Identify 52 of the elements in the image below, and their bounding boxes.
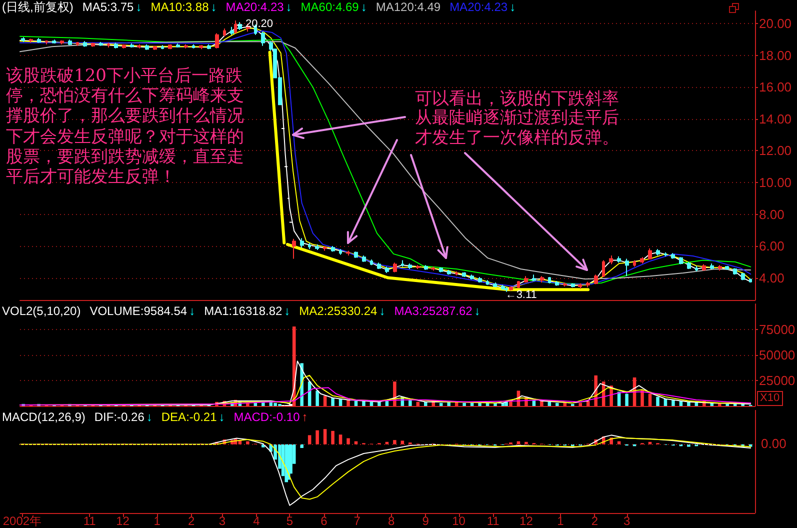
x-tick-label: 4	[253, 514, 260, 528]
y-tick-label: 20.00	[759, 16, 792, 32]
y-tick-label: 12.00	[759, 143, 792, 158]
text: MA120:4.49	[376, 0, 441, 14]
x-tick-label: 11	[83, 514, 96, 528]
x-tick-label: 3	[218, 514, 226, 528]
series-label: DEA:-0.21↓	[161, 410, 225, 424]
series-label: DIF:-0.26↓	[94, 410, 152, 424]
y-tick-label: 16.00	[759, 80, 792, 95]
x-tick-label: 12	[116, 514, 130, 528]
text: MA5:3.75↓	[82, 0, 142, 14]
chart-title: MACD(12,26,9)	[2, 410, 86, 424]
text: MA60:4.69↓	[300, 0, 367, 14]
annotation: 0.00	[761, 436, 786, 452]
annotation: VOLUME:9584.54↓	[90, 304, 196, 318]
x-tick-label: 7	[354, 514, 361, 528]
y-tick-label: 14.00	[759, 111, 792, 126]
x-tick-label: 12	[520, 514, 534, 528]
y-tick-label: 10.00	[759, 174, 792, 190]
x-tick-label: 6	[320, 514, 328, 528]
annotation: 可以看出，该股的下跌斜率从最陡峭逐渐过渡到走平后才发生了一次像样的反弹。	[415, 89, 620, 148]
text: MA2:25330.24↓	[299, 304, 386, 318]
x-tick-label: 1	[557, 514, 564, 528]
text: MACD:-0.10↑	[234, 410, 308, 424]
y-tick-label: 75000	[759, 322, 796, 337]
y-tick-label: 4.00	[759, 270, 784, 286]
text: MA1:16318.82↓	[204, 304, 290, 318]
x-tick-label: 3	[623, 514, 630, 528]
y-tick-label: 8.00	[759, 206, 784, 222]
text: MA3:25287.62↓	[394, 304, 480, 318]
x-tick-label: 2002年	[2, 514, 42, 528]
legend-label: MA20:4.23↓	[226, 0, 292, 14]
x-tick-label: 1	[154, 514, 161, 528]
annotation: 该股跌破120下小平台后一路跌停，恐怕没有什么下筹码峰来支撑股价了，那么要跌到什么情况下才会发生反弹呢？对于这样的股票，要跌到跌势减缓，直至走平后才可能发生反弹！	[6, 66, 245, 188]
x-tick-label: 2	[188, 514, 195, 528]
y-axis-title: X10	[757, 391, 783, 406]
y-tick-label: 18.00	[759, 48, 792, 63]
y-tick-label: 6.00	[759, 238, 784, 254]
x-tick-label: 2	[591, 514, 598, 528]
annotation: ←3.11	[505, 288, 537, 301]
x-tick-label: 9	[422, 514, 430, 528]
x-tick-label: 10	[452, 514, 466, 528]
chart-title: VOL2(5,10,20)	[2, 304, 81, 318]
chart-title: (日线,前复权)	[2, 0, 74, 14]
x-tick-label: 11	[486, 514, 500, 528]
text: MA10:3.88↓	[150, 0, 217, 14]
text: MA20:4.23↓	[450, 0, 516, 14]
y-tick-label: 50000	[759, 348, 796, 362]
x-tick-label: 8	[388, 514, 396, 528]
x-tick-label: 5	[286, 514, 294, 528]
y-tick-label: 25000	[759, 373, 796, 388]
annotation: ←20.20	[234, 18, 274, 30]
